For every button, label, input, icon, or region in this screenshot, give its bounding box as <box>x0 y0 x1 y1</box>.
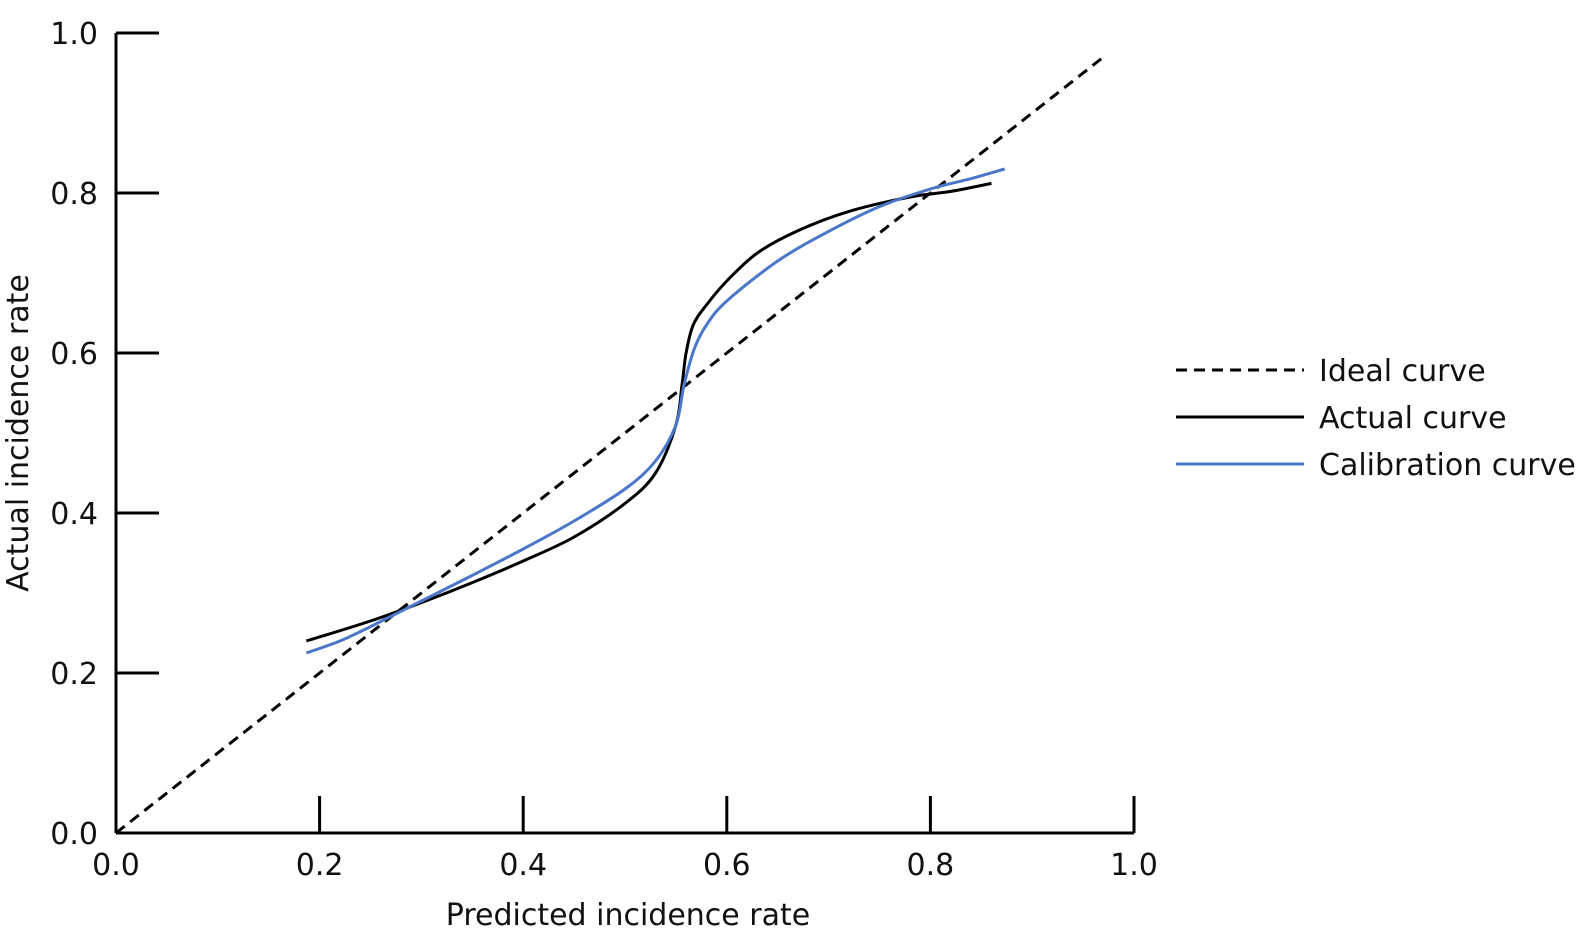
x-axis-title: Predicted incidence rate <box>446 898 810 933</box>
x-tick-label: 0.4 <box>499 848 547 883</box>
y-tick-label: 0.6 <box>50 337 98 372</box>
legend: Ideal curve Actual curve Calibration curve <box>1176 354 1576 483</box>
x-tick-label: 0.8 <box>907 848 955 883</box>
x-tick-label: 1.0 <box>1110 848 1158 883</box>
x-tick-label: 0.0 <box>92 848 140 883</box>
series-line-ideal-curve <box>115 55 1105 835</box>
legend-label-actual-curve: Actual curve <box>1319 401 1507 436</box>
y-axis-title: Actual incidence rate <box>1 274 36 592</box>
series-line-calibration-curve <box>305 167 1006 655</box>
x-tick-label: 0.2 <box>296 848 344 883</box>
y-tick-label: 0.2 <box>50 657 98 692</box>
y-tick-label: 0.4 <box>50 497 98 532</box>
axes <box>114 33 1134 835</box>
series-layer <box>115 55 1105 835</box>
ticks: 0.0 0.2 0.4 0.6 0.8 1.0 0.0 0.2 0.4 0.6 0.8 1.0 <box>50 17 1158 883</box>
legend-label-calibration-curve: Calibration curve <box>1319 448 1576 483</box>
legend-label-ideal-curve: Ideal curve <box>1319 354 1486 389</box>
x-tick-label: 0.6 <box>703 848 751 883</box>
y-tick-label: 1.0 <box>50 17 98 52</box>
y-tick-label: 0.8 <box>50 177 98 212</box>
y-tick-label: 0.0 <box>50 817 98 852</box>
series-line-actual-curve <box>305 181 992 643</box>
